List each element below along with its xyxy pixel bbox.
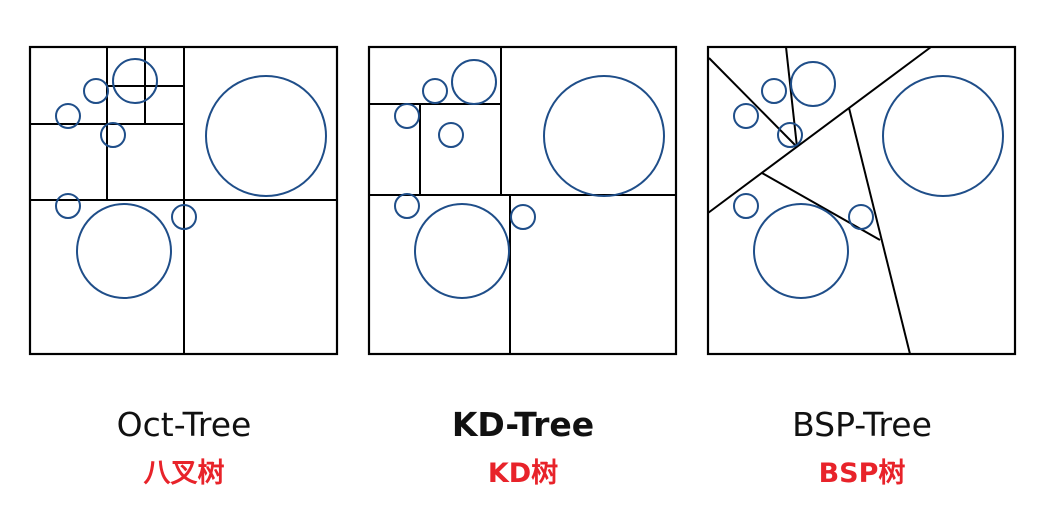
bsptree-subcaption: BSP树 [818, 458, 906, 489]
octree-circle [55, 103, 81, 129]
kdtree-circle [510, 204, 536, 230]
octree-circle [83, 78, 109, 104]
bsptree-split-right [848, 107, 911, 355]
kdtree-objects [394, 59, 665, 299]
octree-subcaption: 八叉树 [143, 458, 225, 489]
bsptree-circle [733, 193, 759, 219]
octree-circle [100, 122, 126, 148]
bsptree-caption: BSP-Tree [792, 405, 932, 444]
kdtree-circle [394, 103, 420, 129]
bsptree-circle [777, 122, 803, 148]
octree-panel [28, 45, 339, 356]
bsptree-panel [706, 45, 1017, 356]
kdtree-circle [422, 78, 448, 104]
bsptree-circle [761, 78, 787, 104]
kdtree-caption: KD-Tree [451, 405, 595, 444]
bsptree-partition-lines [707, 46, 932, 355]
bsptree-split-upper [785, 46, 798, 148]
bsptree-circle [733, 103, 759, 129]
octree-circle [112, 58, 158, 104]
bsptree-split-main [707, 46, 932, 214]
bsptree-circle-large [882, 75, 1004, 197]
bsptree-circle-medium [753, 203, 849, 299]
octree-circle-large [205, 75, 327, 197]
kdtree-circle [394, 193, 420, 219]
octree-circle [55, 193, 81, 219]
octree-circle-medium [76, 203, 172, 299]
kdtree-circle [451, 59, 497, 105]
bsptree-circle [848, 204, 874, 230]
octree-circle [171, 204, 197, 230]
kdtree-circle [438, 122, 464, 148]
bsptree-frame [706, 45, 1017, 356]
bsptree-split-lower [761, 172, 881, 241]
kdtree-subcaption: KD树 [487, 458, 559, 489]
kdtree-panel [367, 45, 678, 356]
bsptree-objects [733, 61, 1004, 299]
kdtree-frame [367, 45, 678, 356]
octree-objects [55, 58, 327, 299]
kdtree-partition-lines [369, 47, 676, 354]
kdtree-circle-large [543, 75, 665, 197]
bsptree-split-upperleft [708, 57, 798, 148]
octree-caption: Oct-Tree [116, 405, 252, 444]
octree-partition-lines [30, 47, 337, 354]
kdtree-circle-medium [414, 203, 510, 299]
bsptree-circle [790, 61, 836, 107]
